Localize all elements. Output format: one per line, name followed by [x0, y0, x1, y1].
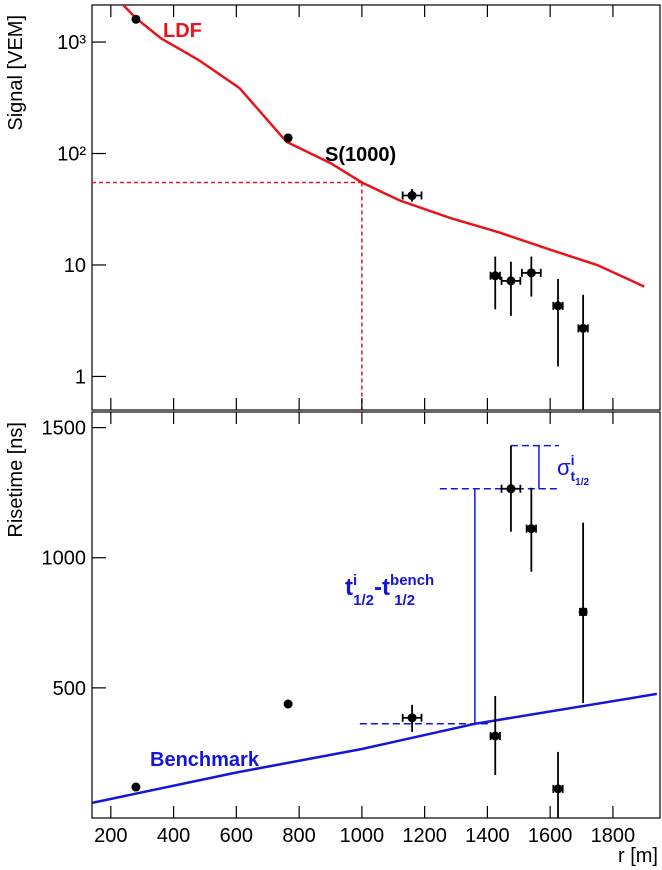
- y-tick-label: 1: [75, 366, 86, 388]
- curve-label: LDF: [163, 20, 202, 42]
- x-tick-label: 1000: [340, 825, 385, 847]
- x-tick-label: 1400: [465, 825, 510, 847]
- bottom-frame: [91, 411, 661, 819]
- label-part: 1/2: [575, 477, 589, 488]
- label-part: t: [345, 574, 353, 601]
- top-frame: [91, 4, 661, 411]
- label-part: 1/2: [394, 592, 415, 609]
- curve-label: Benchmark: [150, 749, 260, 771]
- label-part: 1/2: [353, 592, 374, 609]
- label-part: t: [570, 468, 575, 484]
- x-tick-label: 200: [94, 825, 127, 847]
- label-part: -: [374, 574, 382, 601]
- data-point: [407, 713, 417, 723]
- annotation: S(1000): [325, 144, 396, 166]
- data-point: [131, 14, 141, 24]
- data-point: [490, 731, 500, 741]
- plot-area: [92, 444, 658, 818]
- data-point: [506, 484, 516, 494]
- x-axis-label: r [m]: [618, 845, 658, 867]
- data-point: [578, 607, 588, 617]
- sigma-label: σi t1/2: [557, 452, 589, 488]
- x-tick-label: 800: [282, 825, 315, 847]
- data-point: [553, 301, 563, 311]
- curve: [122, 5, 645, 288]
- plot-area: [92, 5, 645, 410]
- data-point: [526, 524, 536, 534]
- data-point: [283, 133, 293, 143]
- data-point: [490, 271, 500, 281]
- data-point: [283, 699, 293, 709]
- label-part: σ: [557, 455, 571, 480]
- y-axis-label: Signal [VEM]: [5, 15, 27, 131]
- label-part: bench: [390, 572, 434, 589]
- label-part: t: [382, 574, 390, 601]
- data-point: [506, 276, 516, 286]
- label-part: i: [571, 452, 575, 468]
- y-tick-label: 10³: [57, 32, 86, 54]
- label-part: i: [353, 572, 357, 589]
- x-tick-label: 1600: [528, 825, 573, 847]
- data-point: [131, 782, 141, 792]
- y-tick-label: 1000: [42, 548, 87, 570]
- x-tick-label: 1200: [402, 825, 447, 847]
- x-tick-label: 1800: [591, 825, 636, 847]
- delta-label: ti 1/2-tbench 1/2: [345, 572, 434, 609]
- y-axis-label: Risetime [ns]: [5, 422, 27, 538]
- y-tick-label: 10: [64, 255, 86, 277]
- x-tick-label: 600: [220, 825, 253, 847]
- curve: [92, 692, 658, 805]
- y-tick-label: 1500: [42, 418, 87, 440]
- y-tick-label: 500: [53, 678, 86, 700]
- data-point: [526, 268, 536, 278]
- x-tick-label: 400: [157, 825, 190, 847]
- y-tick-label: 10²: [57, 144, 86, 166]
- data-point: [578, 323, 588, 333]
- data-point: [553, 784, 563, 794]
- data-point: [407, 191, 417, 201]
